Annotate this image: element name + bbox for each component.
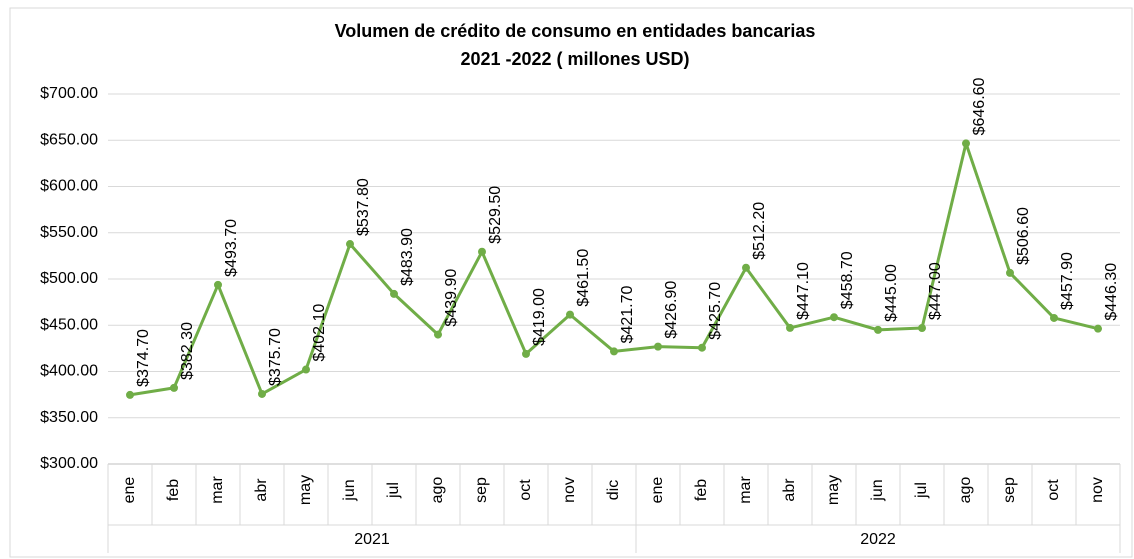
x-tick-label: may	[825, 475, 842, 505]
y-tick-label: $600.00	[40, 178, 98, 195]
marker	[566, 310, 574, 319]
data-label: $382.30	[179, 322, 196, 380]
marker	[1050, 313, 1058, 322]
x-tick-label: feb	[693, 479, 710, 501]
data-label: $419.00	[531, 288, 548, 346]
marker	[346, 240, 354, 249]
data-label: $537.80	[355, 178, 372, 236]
marker	[654, 342, 662, 351]
y-tick-label: $550.00	[40, 224, 98, 241]
marker	[698, 343, 706, 352]
x-tick-label: jun	[869, 479, 886, 501]
y-tick-label: $700.00	[40, 85, 98, 102]
x-tick-label: ene	[121, 477, 138, 504]
data-label: $375.70	[267, 328, 284, 386]
x-tick-label: sep	[1001, 477, 1018, 503]
chart-border	[9, 7, 1133, 558]
data-label: $447.00	[927, 262, 944, 320]
x-tick-label: feb	[165, 479, 182, 501]
marker	[742, 263, 750, 272]
x-tick-label: may	[297, 475, 314, 505]
data-label: $529.50	[487, 186, 504, 244]
data-label: $426.90	[663, 281, 680, 339]
x-tick-label: mar	[737, 476, 754, 504]
data-label: $483.90	[399, 228, 416, 286]
x-tick-label: ene	[649, 477, 666, 504]
marker	[522, 349, 530, 358]
marker	[874, 325, 882, 334]
group-label: 2021	[354, 531, 390, 548]
x-tick-label: ago	[957, 477, 974, 504]
data-label: $646.60	[971, 77, 988, 135]
data-label: $506.60	[1015, 207, 1032, 265]
group-label: 2022	[860, 531, 896, 548]
marker	[302, 365, 310, 374]
marker	[214, 280, 222, 289]
marker	[258, 389, 266, 398]
chart-title: Volumen de crédito de consumo en entidad…	[335, 21, 816, 41]
x-tick-label: oct	[1045, 479, 1062, 501]
x-tick-label: jul	[385, 482, 402, 499]
y-tick-label: $450.00	[40, 316, 98, 333]
marker	[1094, 324, 1102, 333]
data-label: $512.20	[751, 202, 768, 260]
marker	[786, 323, 794, 332]
x-tick-label: nov	[561, 477, 578, 503]
data-label: $445.00	[883, 264, 900, 322]
x-tick-label: jun	[341, 479, 358, 501]
x-tick-label: abr	[781, 478, 798, 502]
data-label: $446.30	[1103, 263, 1120, 321]
marker	[434, 330, 442, 339]
data-label: $458.70	[839, 251, 856, 309]
y-tick-label: $650.00	[40, 131, 98, 148]
marker	[170, 383, 178, 392]
marker	[962, 139, 970, 148]
x-tick-label: oct	[517, 479, 534, 501]
x-tick-label: dic	[605, 480, 622, 500]
marker	[610, 347, 618, 356]
marker	[830, 313, 838, 322]
marker	[390, 289, 398, 298]
marker	[918, 324, 926, 333]
data-label: $439.90	[443, 269, 460, 327]
y-tick-label: $500.00	[40, 270, 98, 287]
x-tick-label: nov	[1089, 477, 1106, 503]
x-tick-label: ago	[429, 477, 446, 504]
data-label: $421.70	[619, 285, 636, 343]
x-tick-label: jul	[913, 482, 930, 499]
data-label: $493.70	[223, 219, 240, 277]
y-tick-label: $300.00	[40, 455, 98, 472]
marker	[1006, 268, 1014, 277]
x-tick-label: sep	[473, 477, 490, 503]
marker	[126, 390, 134, 399]
y-tick-label: $400.00	[40, 363, 98, 380]
data-label: $447.10	[795, 262, 812, 320]
data-label: $425.70	[707, 282, 724, 340]
data-label: $461.50	[575, 249, 592, 307]
data-label: $374.70	[135, 329, 152, 387]
data-label: $457.90	[1059, 252, 1076, 310]
x-tick-label: mar	[209, 476, 226, 504]
x-tick-label: abr	[253, 478, 270, 502]
chart-title: 2021 -2022 ( millones USD)	[460, 49, 689, 69]
data-label: $402.10	[311, 304, 328, 362]
marker	[478, 247, 486, 256]
y-tick-label: $350.00	[40, 409, 98, 426]
